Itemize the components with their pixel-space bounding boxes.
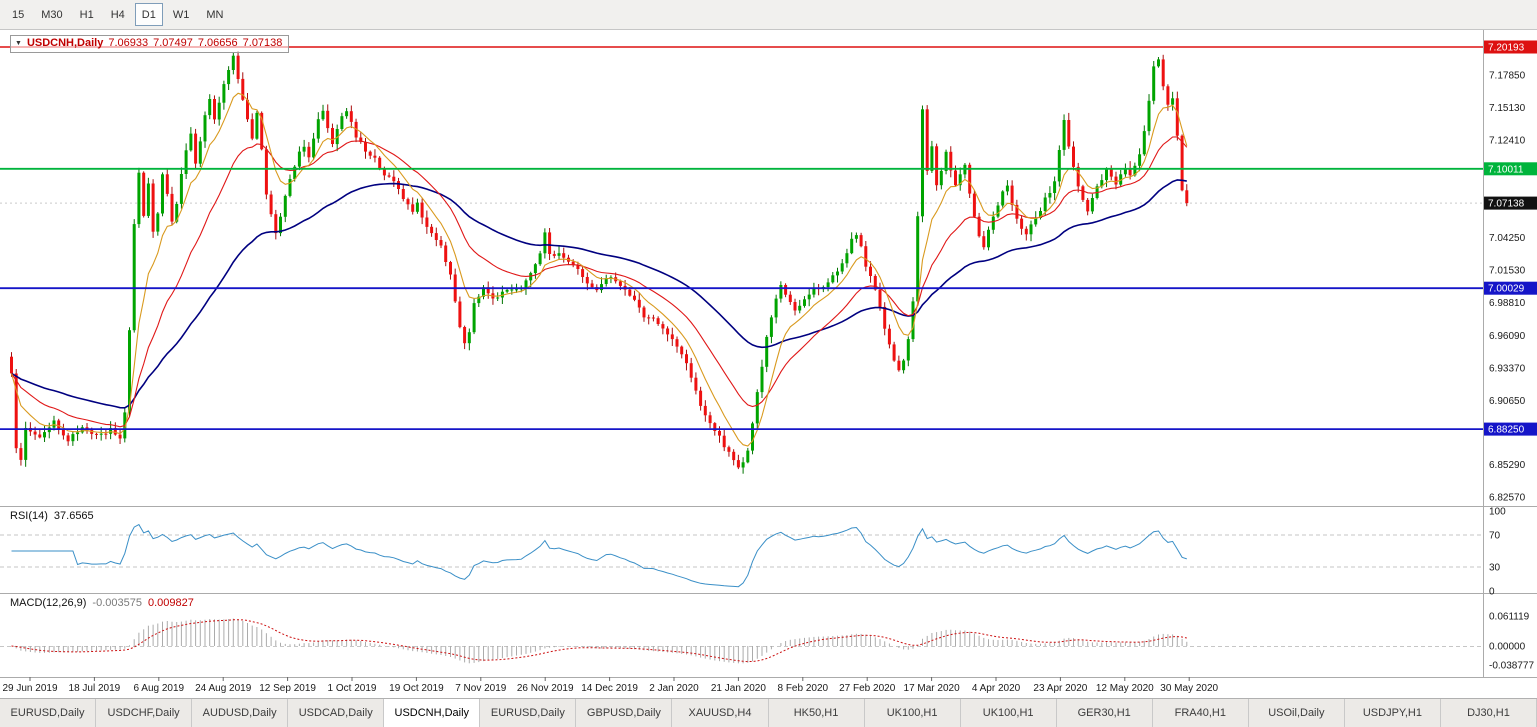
svg-text:24 Aug 2019: 24 Aug 2019 bbox=[195, 683, 252, 694]
tab-eurusd-daily-2[interactable]: EURUSD,Daily bbox=[480, 699, 577, 727]
svg-text:6 Aug 2019: 6 Aug 2019 bbox=[133, 683, 184, 694]
timeframe-button-m30[interactable]: M30 bbox=[41, 8, 63, 21]
svg-text:7.17850: 7.17850 bbox=[1489, 71, 1526, 82]
svg-text:8 Feb 2020: 8 Feb 2020 bbox=[777, 683, 828, 694]
svg-text:6.90650: 6.90650 bbox=[1489, 396, 1526, 407]
macd-name: MACD(12,26,9) bbox=[10, 597, 87, 609]
moving-average-55 bbox=[11, 179, 1187, 409]
tab-usdjpy-h1[interactable]: USDJPY,H1 bbox=[1345, 699, 1441, 727]
tab-hk50-h1[interactable]: HK50,H1 bbox=[769, 699, 865, 727]
macd-signal-line bbox=[11, 619, 1187, 663]
rsi-current-value: 37.6565 bbox=[53, 510, 94, 522]
svg-text:7.10011: 7.10011 bbox=[1488, 164, 1524, 175]
tab-gbpusd-daily[interactable]: GBPUSD,Daily bbox=[576, 699, 673, 727]
moving-average-21 bbox=[11, 136, 1188, 428]
ohlc-low: 7.06656 bbox=[197, 37, 238, 49]
svg-text:2 Jan 2020: 2 Jan 2020 bbox=[649, 683, 699, 694]
svg-text:7.12410: 7.12410 bbox=[1489, 136, 1526, 147]
chart-title-box[interactable]: ▼ USDCNH,Daily 7.06933 7.07497 7.06656 7… bbox=[10, 35, 290, 53]
tab-fra40-h1[interactable]: FRA40,H1 bbox=[1153, 699, 1249, 727]
svg-text:6.82570: 6.82570 bbox=[1489, 493, 1526, 504]
tab-usdcad-daily[interactable]: USDCAD,Daily bbox=[288, 699, 385, 727]
tab-audusd-daily[interactable]: AUDUSD,Daily bbox=[192, 699, 289, 727]
svg-text:18 Jul 2019: 18 Jul 2019 bbox=[69, 683, 121, 694]
price-axis: 7.17850 7.15130 7.12410 7.04250 7.01530 6.988… bbox=[1484, 40, 1537, 672]
tab-uk100-h1-2[interactable]: UK100,H1 bbox=[961, 699, 1057, 727]
svg-text:29 Jun 2019: 29 Jun 2019 bbox=[2, 683, 57, 694]
rsi-indicator-label: RSI(14) 37.6565 bbox=[10, 510, 94, 522]
svg-text:7.00029: 7.00029 bbox=[1488, 284, 1525, 295]
svg-text:6.98810: 6.98810 bbox=[1489, 298, 1526, 309]
rsi-line bbox=[11, 523, 1187, 588]
svg-text:7.04250: 7.04250 bbox=[1489, 233, 1526, 244]
svg-text:4 Apr 2020: 4 Apr 2020 bbox=[972, 683, 1021, 694]
svg-text:21 Jan 2020: 21 Jan 2020 bbox=[711, 683, 766, 694]
svg-text:0.061119: 0.061119 bbox=[1489, 612, 1530, 623]
tab-uk100-h1-1[interactable]: UK100,H1 bbox=[865, 699, 961, 727]
svg-text:7.20193: 7.20193 bbox=[1488, 42, 1525, 53]
svg-text:12 May 2020: 12 May 2020 bbox=[1096, 683, 1154, 694]
svg-text:6.88250: 6.88250 bbox=[1488, 425, 1525, 436]
svg-text:27 Feb 2020: 27 Feb 2020 bbox=[839, 683, 896, 694]
svg-text:26 Nov 2019: 26 Nov 2019 bbox=[517, 683, 574, 694]
chevron-down-icon: ▼ bbox=[15, 40, 22, 47]
tab-usoil-daily[interactable]: USOil,Daily bbox=[1249, 699, 1345, 727]
macd-histogram bbox=[15, 618, 1188, 664]
svg-text:6.93370: 6.93370 bbox=[1489, 363, 1526, 374]
svg-text:17 Mar 2020: 17 Mar 2020 bbox=[904, 683, 961, 694]
svg-text:0.00000: 0.00000 bbox=[1489, 642, 1526, 653]
svg-text:30: 30 bbox=[1489, 563, 1501, 574]
tab-eurusd-daily-1[interactable]: EURUSD,Daily bbox=[0, 699, 97, 727]
svg-text:100: 100 bbox=[1489, 507, 1506, 518]
svg-text:70: 70 bbox=[1489, 531, 1501, 542]
date-axis: 29 Jun 2019 18 Jul 2019 6 Aug 2019 24 Aug 2… bbox=[2, 677, 1219, 694]
ohlc-open: 7.06933 bbox=[108, 37, 149, 49]
svg-text:-0.038777: -0.038777 bbox=[1489, 661, 1534, 672]
timeframe-button-w1[interactable]: W1 bbox=[172, 8, 190, 21]
svg-text:1 Oct 2019: 1 Oct 2019 bbox=[328, 683, 377, 694]
svg-text:30 May 2020: 30 May 2020 bbox=[1160, 683, 1218, 694]
svg-text:7 Nov 2019: 7 Nov 2019 bbox=[455, 683, 507, 694]
tab-usdchf-daily[interactable]: USDCHF,Daily bbox=[96, 699, 193, 727]
svg-text:14 Dec 2019: 14 Dec 2019 bbox=[581, 683, 638, 694]
svg-text:12 Sep 2019: 12 Sep 2019 bbox=[259, 683, 316, 694]
timeframe-toolbar: 15 M30 H1 H4 D1 W1 MN bbox=[0, 0, 1537, 30]
timeframe-button-d1[interactable]: D1 bbox=[134, 3, 163, 26]
svg-text:7.07138: 7.07138 bbox=[1488, 199, 1525, 210]
timeframe-button-mn[interactable]: MN bbox=[206, 8, 224, 21]
svg-text:19 Oct 2019: 19 Oct 2019 bbox=[389, 683, 444, 694]
ohlc-close: 7.07138 bbox=[242, 37, 283, 49]
timeframe-button-h4[interactable]: H4 bbox=[110, 8, 125, 21]
tab-usdcnh-daily[interactable]: USDCNH,Daily bbox=[384, 699, 481, 727]
svg-text:6.96090: 6.96090 bbox=[1489, 331, 1526, 342]
ohlc-high: 7.07497 bbox=[153, 37, 193, 49]
chart-symbol-label: USDCNH,Daily bbox=[26, 37, 104, 49]
price-badge-6.88250 bbox=[1484, 422, 1537, 436]
price-badge-7.00029 bbox=[1484, 281, 1537, 295]
tab-xauusd-h4[interactable]: XAUUSD,H4 bbox=[672, 699, 769, 727]
svg-text:0: 0 bbox=[1489, 587, 1495, 598]
timeframe-button-15[interactable]: 15 bbox=[12, 8, 25, 21]
moving-average-8 bbox=[10, 92, 1188, 447]
macd-indicator-label: MACD(12,26,9) -0.003575 0.009827 bbox=[10, 597, 194, 609]
timeframe-button-h1[interactable]: H1 bbox=[79, 8, 94, 21]
svg-text:23 Apr 2020: 23 Apr 2020 bbox=[1033, 683, 1087, 694]
svg-text:6.85290: 6.85290 bbox=[1489, 460, 1526, 471]
rsi-name: RSI(14) bbox=[10, 510, 48, 522]
macd-main-value: -0.003575 bbox=[92, 597, 142, 609]
macd-signal-value: 0.009827 bbox=[147, 597, 194, 609]
price-badge-7.20193 bbox=[1484, 40, 1537, 54]
price-badge-7.07138 bbox=[1484, 196, 1537, 210]
svg-text:7.15130: 7.15130 bbox=[1489, 103, 1526, 114]
price-badge-7.10011 bbox=[1484, 162, 1537, 176]
tab-dj30-h1[interactable]: DJ30,H1 bbox=[1441, 699, 1537, 727]
tab-ger30-h1[interactable]: GER30,H1 bbox=[1057, 699, 1153, 727]
chart-tabbar: EURUSD,Daily USDCHF,Daily AUDUSD,Daily U… bbox=[0, 698, 1537, 727]
svg-text:7.01530: 7.01530 bbox=[1489, 266, 1526, 277]
